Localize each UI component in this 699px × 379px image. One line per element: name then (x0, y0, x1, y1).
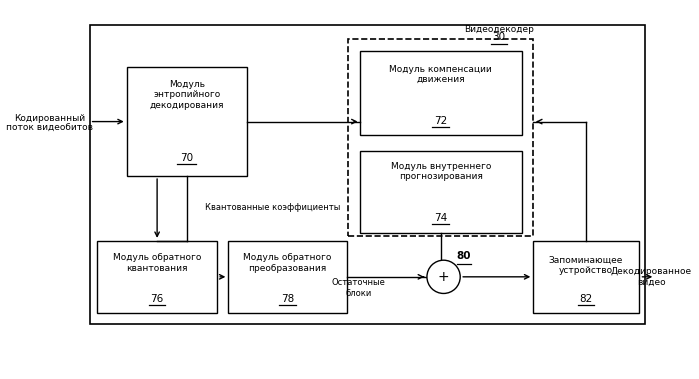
Text: 74: 74 (434, 213, 447, 223)
Bar (533, 241, 640, 313)
Bar (127, 67, 247, 176)
Text: 76: 76 (150, 294, 164, 304)
Text: Модуль обратного
преобразования: Модуль обратного преобразования (243, 253, 331, 273)
Text: Модуль внутреннего
прогнозирования: Модуль внутреннего прогнозирования (391, 162, 491, 181)
Bar (229, 241, 347, 313)
Text: Квантованные коэффициенты: Квантованные коэффициенты (205, 203, 340, 212)
Text: 72: 72 (434, 116, 447, 126)
Text: 82: 82 (579, 294, 593, 304)
Text: Декодированное
видео: Декодированное видео (611, 267, 692, 287)
Text: 78: 78 (281, 294, 294, 304)
Bar (361, 151, 522, 233)
Text: Модуль
энтропийного
декодирования: Модуль энтропийного декодирования (150, 80, 224, 110)
Text: Остаточные
блоки: Остаточные блоки (331, 278, 386, 298)
Bar (97, 241, 217, 313)
Text: 70: 70 (180, 153, 193, 163)
Text: Видеодекодер: Видеодекодер (464, 25, 534, 34)
Bar (89, 25, 645, 324)
Text: Модуль обратного
квантования: Модуль обратного квантования (113, 253, 201, 273)
Text: Кодированный
поток видеобитов: Кодированный поток видеобитов (6, 114, 94, 133)
Text: 30: 30 (493, 33, 505, 42)
Text: Запоминающее
устройство: Запоминающее устройство (549, 256, 623, 276)
Bar (361, 51, 522, 135)
Text: Модуль компенсации
движения: Модуль компенсации движения (389, 65, 492, 84)
Circle shape (427, 260, 460, 293)
Text: +: + (438, 270, 449, 284)
Text: 80: 80 (456, 252, 471, 262)
Bar (348, 39, 533, 236)
